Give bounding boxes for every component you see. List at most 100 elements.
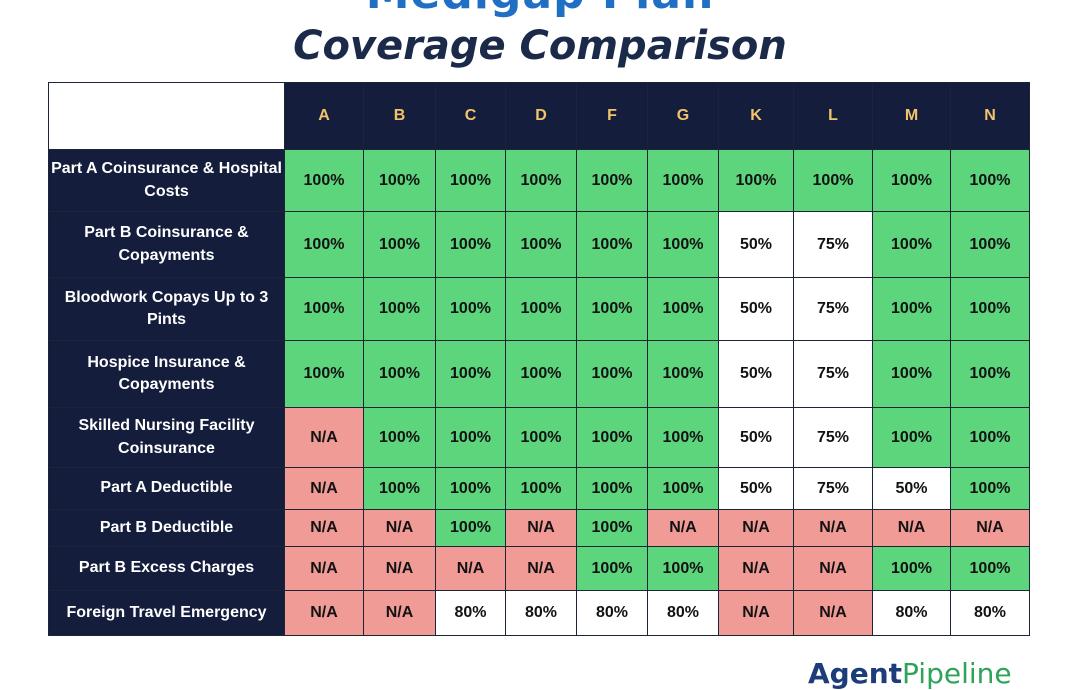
coverage-cell-k: 50% [718,340,794,408]
coverage-cell-f: 80% [576,590,648,636]
page-title: Medigap Plan [0,0,1080,16]
coverage-cell-c: N/A [435,546,506,591]
coverage-cell-l: 75% [793,211,873,278]
table-corner [48,82,285,150]
coverage-cell-d: 100% [505,277,577,341]
coverage-cell-d: 100% [505,211,577,278]
coverage-cell-b: N/A [363,590,436,636]
coverage-cell-g: 100% [647,149,719,212]
coverage-cell-c: 80% [435,590,506,636]
coverage-rows: Part A Coinsurance & Hospital Costs 100% 1… [48,149,1030,636]
coverage-cell-m: 100% [872,277,951,341]
coverage-cell-l: N/A [793,509,873,547]
coverage-cell-k: N/A [718,590,794,636]
coverage-cell-b: 100% [363,211,436,278]
coverage-cell-d: N/A [505,509,577,547]
plan-header-d: D [505,82,577,150]
coverage-cell-a: N/A [284,546,364,591]
coverage-cell-m: 100% [872,149,951,212]
coverage-cell-m: 80% [872,590,951,636]
coverage-cell-d: 100% [505,340,577,408]
coverage-cell-c: 100% [435,211,506,278]
coverage-cell-m: 100% [872,340,951,408]
coverage-cell-c: 100% [435,340,506,408]
plan-header-m: M [872,82,951,150]
coverage-cell-k: 50% [718,211,794,278]
table-row: Part B Coinsurance & Copayments 100% 100% 1… [48,211,1030,278]
coverage-cell-d: N/A [505,546,577,591]
coverage-cell-d: 100% [505,149,577,212]
coverage-cell-c: 100% [435,509,506,547]
coverage-cell-a: N/A [284,509,364,547]
coverage-cell-l: 75% [793,467,873,510]
page-subtitle: Coverage Comparison [293,23,787,69]
brand-logo: AgentPipeline [808,660,1012,688]
coverage-cell-a: 100% [284,277,364,341]
coverage-cell-n: 100% [950,277,1030,341]
table-row: Skilled Nursing Facility Coinsurance N/A 1… [48,407,1030,468]
coverage-cell-f: 100% [576,277,648,341]
coverage-cell-d: 100% [505,407,577,468]
table-row: Part A Deductible N/A 100% 100% 100% 100% 100%… [48,467,1030,510]
coverage-cell-a: N/A [284,467,364,510]
brand-logo-part1: Agent [808,657,903,690]
coverage-cell-m: N/A [872,509,951,547]
coverage-cell-c: 100% [435,149,506,212]
coverage-cell-l: N/A [793,590,873,636]
coverage-cell-a: 100% [284,149,364,212]
coverage-cell-b: N/A [363,509,436,547]
coverage-cell-c: 100% [435,277,506,341]
coverage-cell-b: 100% [363,467,436,510]
coverage-cell-f: 100% [576,509,648,547]
coverage-cell-b: 100% [363,277,436,341]
row-label: Part B Excess Charges [48,546,285,591]
coverage-cell-l: 75% [793,277,873,341]
row-label: Hospice Insurance & Copayments [48,340,285,408]
coverage-cell-f: 100% [576,340,648,408]
coverage-cell-n: 100% [950,211,1030,278]
coverage-cell-f: 100% [576,467,648,510]
coverage-cell-k: N/A [718,509,794,547]
table-row: Foreign Travel Emergency N/A N/A 80% 80% 80% 8… [48,590,1030,636]
coverage-cell-f: 100% [576,211,648,278]
coverage-cell-k: 50% [718,277,794,341]
coverage-cell-a: 100% [284,340,364,408]
coverage-cell-n: 100% [950,149,1030,212]
row-label: Part B Deductible [48,509,285,547]
coverage-cell-g: 100% [647,546,719,591]
coverage-cell-g: 100% [647,277,719,341]
brand-logo-part2: Pipeline [902,657,1012,690]
coverage-cell-m: 100% [872,546,951,591]
plan-header-k: K [718,82,794,150]
row-label: Skilled Nursing Facility Coinsurance [48,407,285,468]
coverage-cell-g: 80% [647,590,719,636]
row-label: Foreign Travel Emergency [48,590,285,636]
coverage-cell-d: 80% [505,590,577,636]
coverage-cell-n: 100% [950,467,1030,510]
coverage-cell-k: 50% [718,467,794,510]
table-row: Hospice Insurance & Copayments 100% 100% 10… [48,340,1030,408]
coverage-cell-g: 100% [647,340,719,408]
coverage-cell-g: 100% [647,407,719,468]
coverage-cell-b: 100% [363,407,436,468]
coverage-cell-n: N/A [950,509,1030,547]
coverage-cell-c: 100% [435,407,506,468]
table-row: Part B Deductible N/A N/A 100% N/A 100% N/A N/A… [48,509,1030,547]
coverage-cell-k: 100% [718,149,794,212]
coverage-cell-l: 75% [793,340,873,408]
coverage-cell-m: 100% [872,211,951,278]
plan-header-f: F [576,82,648,150]
coverage-cell-b: 100% [363,340,436,408]
coverage-cell-n: 100% [950,340,1030,408]
table-row: Part A Coinsurance & Hospital Costs 100% 1… [48,149,1030,212]
coverage-cell-g: 100% [647,467,719,510]
coverage-cell-a: N/A [284,407,364,468]
coverage-cell-l: N/A [793,546,873,591]
plan-header-g: G [647,82,719,150]
plan-header-b: B [363,82,436,150]
coverage-cell-a: 100% [284,211,364,278]
coverage-cell-m: 100% [872,407,951,468]
row-label: Part A Deductible [48,467,285,510]
coverage-cell-n: 100% [950,546,1030,591]
